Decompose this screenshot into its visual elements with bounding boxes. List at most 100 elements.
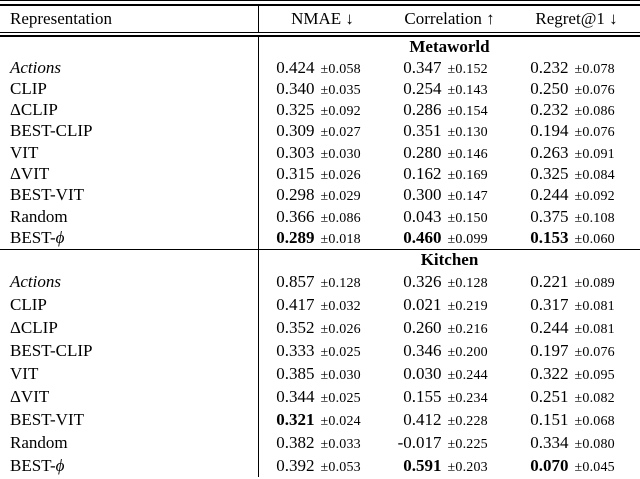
data-cell: 0.232 ±0.086 [513, 100, 640, 120]
cell-value: 0.153 [530, 227, 569, 247]
cell-value: 0.260 [403, 317, 442, 337]
cell-value: 0.346 [403, 340, 442, 360]
row-data-columns: 0.333 ±0.025 0.346 ±0.200 0.197 ±0.076 [258, 339, 640, 363]
data-cell: 0.321 ±0.024 [259, 410, 386, 430]
table-row: BEST-CLIP 0.309 ±0.027 0.351 ±0.130 0.194 ±0.0… [0, 120, 640, 143]
data-cell: 0.300 ±0.147 [386, 185, 513, 205]
data-cell: 0.263 ±0.091 [513, 143, 640, 163]
cell-value: 0.286 [403, 100, 442, 120]
table-row: ΔCLIP 0.352 ±0.026 0.260 ±0.216 0.244 ±0.081 [0, 316, 640, 340]
data-cell: 0.334 ±0.080 [513, 433, 640, 453]
row-data-columns: 0.309 ±0.027 0.351 ±0.130 0.194 ±0.076 [258, 120, 640, 143]
table-row: BEST-ϕ 0.392 ±0.053 0.591 ±0.203 0.070 ±0.045 [0, 454, 640, 478]
cell-stderr: ±0.060 [574, 231, 615, 247]
cell-value: 0.232 [530, 57, 569, 77]
cell-value: 0.322 [530, 363, 569, 383]
cell-value: 0.412 [403, 409, 442, 429]
table-row: Actions 0.424 ±0.058 0.347 ±0.152 0.232 ±0.078 [0, 56, 640, 79]
table-row: VIT 0.303 ±0.030 0.280 ±0.146 0.263 ±0.091 [0, 142, 640, 164]
data-cell: 0.153 ±0.060 [513, 228, 640, 248]
row-label-text: ΔCLIP [10, 100, 58, 120]
row-label: VIT [0, 364, 258, 384]
cell-stderr: ±0.203 [447, 459, 488, 475]
column-header-correlation: Correlation ↑ [404, 8, 495, 28]
data-cell: 0.070 ±0.045 [513, 456, 640, 476]
row-data-columns: 0.344 ±0.025 0.155 ±0.234 0.251 ±0.082 [258, 385, 640, 409]
row-data-columns: 0.382 ±0.033 -0.017 ±0.225 0.334 ±0.080 [258, 431, 640, 455]
cell-stderr: ±0.068 [574, 413, 615, 429]
table-row: BEST-VIT 0.298 ±0.029 0.300 ±0.147 0.244 ±0.09… [0, 184, 640, 206]
row-label: BEST-ϕ [0, 456, 258, 476]
cell-stderr: ±0.219 [447, 298, 488, 314]
cell-value: 0.151 [530, 409, 569, 429]
cell-value: 0.366 [276, 206, 315, 226]
cell-stderr: ±0.024 [320, 413, 361, 429]
data-cell: 0.385 ±0.030 [259, 364, 386, 384]
cell-value: 0.375 [530, 206, 569, 226]
cell-stderr: ±0.152 [447, 61, 488, 77]
data-cell: 0.194 ±0.076 [513, 121, 640, 141]
cell-value: 0.591 [403, 455, 442, 475]
cell-stderr: ±0.154 [447, 104, 488, 120]
cell-stderr: ±0.029 [320, 189, 361, 205]
cell-value: 0.244 [530, 317, 569, 337]
cell-stderr: ±0.084 [574, 168, 615, 183]
row-data-columns: 0.352 ±0.026 0.260 ±0.216 0.244 ±0.081 [258, 316, 640, 340]
row-label: BEST-CLIP [0, 341, 258, 361]
table-row: ΔVIT 0.315 ±0.026 0.162 ±0.169 0.325 ±0.084 [0, 163, 640, 185]
row-data-columns: 0.392 ±0.053 0.591 ±0.203 0.070 ±0.045 [258, 454, 640, 478]
cell-value: 0.309 [276, 121, 315, 141]
cell-value: 0.333 [276, 340, 315, 360]
cell-value: 0.300 [403, 185, 442, 205]
row-label-text: Random [10, 206, 68, 226]
section-header-row: Kitchen [0, 250, 640, 271]
cell-stderr: ±0.086 [574, 104, 615, 120]
row-data-columns: 0.325 ±0.092 0.286 ±0.154 0.232 ±0.086 [258, 99, 640, 121]
data-cell: 0.352 ±0.026 [259, 318, 386, 338]
cell-stderr: ±0.076 [574, 125, 615, 141]
table-row: Random 0.382 ±0.033 -0.017 ±0.225 0.334 ±0.080 [0, 431, 640, 455]
data-cell: 0.322 ±0.095 [513, 364, 640, 384]
table-row: CLIP 0.340 ±0.035 0.254 ±0.143 0.250 ±0.076 [0, 78, 640, 100]
row-data-columns: 0.366 ±0.086 0.043 ±0.150 0.375 ±0.108 [258, 205, 640, 228]
data-cell: 0.309 ±0.027 [259, 121, 386, 141]
data-cell: 0.325 ±0.092 [259, 100, 386, 120]
row-label: ΔCLIP [0, 100, 258, 120]
data-cell: 0.317 ±0.081 [513, 295, 640, 315]
data-cell: 0.162 ±0.169 [386, 164, 513, 184]
cell-stderr: ±0.089 [574, 275, 615, 291]
data-cell: -0.017 ±0.225 [386, 433, 513, 453]
table-header-row: Representation NMAE ↓ Correlation ↑ Regr… [0, 5, 640, 32]
cell-value: 0.251 [530, 386, 569, 406]
row-data-columns: 0.321 ±0.024 0.412 ±0.228 0.151 ±0.068 [258, 408, 640, 432]
cell-stderr: ±0.143 [447, 82, 488, 98]
row-data-columns: 0.417 ±0.032 0.021 ±0.219 0.317 ±0.081 [258, 293, 640, 317]
cell-value: 0.385 [276, 363, 315, 383]
row-label-text: Random [10, 432, 68, 452]
data-cell: 0.298 ±0.029 [259, 185, 386, 205]
data-cell: 0.303 ±0.030 [259, 143, 386, 163]
section-header-row: Metaworld [0, 36, 640, 57]
row-label: BEST-ϕ [0, 228, 258, 248]
table-row: ΔCLIP 0.325 ±0.092 0.286 ±0.154 0.232 ±0.086 [0, 99, 640, 121]
column-header-representation: Representation [10, 8, 112, 28]
data-cell: 0.043 ±0.150 [386, 207, 513, 227]
table-row: BEST-ϕ 0.289 ±0.018 0.460 ±0.099 0.153 ±0.060 [0, 227, 640, 249]
row-label: ΔVIT [0, 164, 258, 184]
data-cell: 0.392 ±0.053 [259, 456, 386, 476]
data-cell: 0.250 ±0.076 [513, 79, 640, 99]
cell-stderr: ±0.018 [320, 231, 361, 247]
cell-value: 0.392 [276, 455, 315, 475]
table-top-rule-inner [0, 3, 640, 6]
row-label-text: VIT [10, 363, 39, 383]
row-data-columns: 0.385 ±0.030 0.030 ±0.244 0.322 ±0.095 [258, 362, 640, 386]
cell-stderr: ±0.078 [574, 61, 615, 77]
cell-value: 0.352 [276, 317, 315, 337]
cell-stderr: ±0.025 [320, 390, 361, 406]
data-cell: 0.155 ±0.234 [386, 387, 513, 407]
cell-value: 0.197 [530, 340, 569, 360]
data-cell: 0.244 ±0.092 [513, 185, 640, 205]
cell-stderr: ±0.026 [320, 168, 361, 183]
cell-value: 0.030 [403, 363, 442, 383]
cell-stderr: ±0.053 [320, 459, 361, 475]
